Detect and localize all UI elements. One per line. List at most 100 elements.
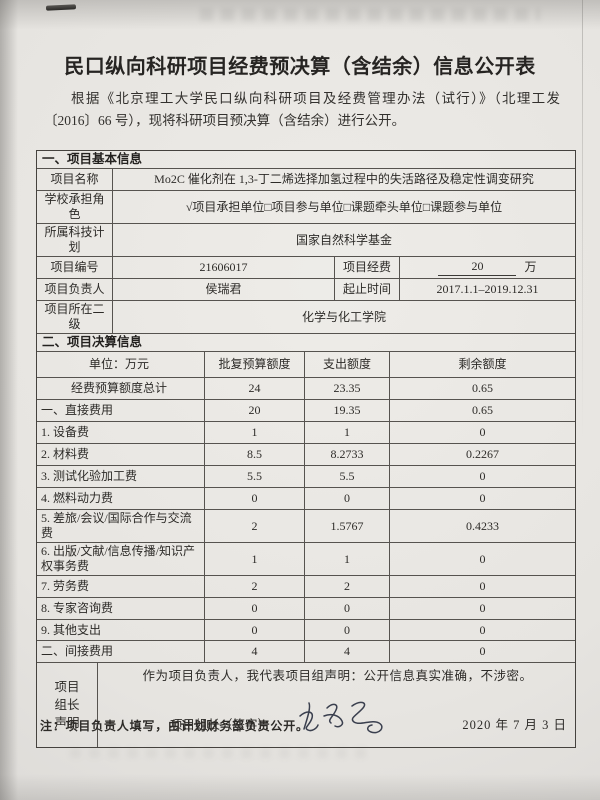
budget-spent: 4 — [305, 641, 390, 662]
budget-remaining: 0 — [479, 469, 486, 483]
funding-label: 项目经费 — [335, 257, 400, 278]
budget-row-direct: 一、直接费用 20 19.35 0.65 — [37, 400, 575, 422]
photo-left-shadow — [0, 0, 18, 800]
budget-row-label: 4. 燃料动力费 — [37, 488, 205, 509]
row-school-role: 学校承担角色 √项目承担单位□项目参与单位□课题牵头单位□课题参与单位 — [37, 191, 575, 224]
budget-row-consulting: 8. 专家咨询费 0 0 0 — [37, 598, 575, 620]
budget-row-label: 3. 测试化验加工费 — [37, 466, 205, 487]
budget-approved: 0 — [205, 620, 305, 640]
dept-value: 化学与化工学院 — [301, 309, 386, 324]
staple-mark — [45, 4, 77, 11]
budget-row-equipment: 1. 设备费 1 1 0 — [37, 422, 575, 444]
budget-approved: 1 — [205, 543, 305, 575]
budget-remaining: 0 — [479, 491, 486, 505]
budget-row-materials: 2. 材料费 8.5 8.2733 0.2267 — [37, 444, 575, 466]
project-name-label: 项目名称 — [37, 169, 113, 190]
budget-row-publication: 6. 出版/文献/信息传播/知识产权事务费 1 1 0 — [37, 543, 575, 576]
handwritten-signature — [294, 695, 398, 739]
row-department: 项目所在二级 化学与化工学院 — [37, 301, 575, 334]
budget-row-testing: 3. 测试化验加工费 5.5 5.5 0 — [37, 466, 575, 488]
duration-label: 起止时间 — [335, 279, 400, 300]
budget-spent: 19.35 — [305, 400, 390, 421]
budget-remaining: 0 — [479, 579, 486, 593]
budget-remaining: 0 — [479, 601, 486, 615]
budget-remaining: 0.65 — [472, 403, 493, 417]
section-basic-info-header: 一、项目基本信息 — [37, 151, 575, 169]
intro-paragraph: 根据《北京理工大学民口纵向科研项目及经费管理办法（试行）》（北理工发〔2016〕… — [44, 91, 560, 128]
budget-row-label: 一、直接费用 — [37, 400, 205, 421]
footnote: 注：项目负责人填写，由计划财务部负责公开。 — [40, 719, 309, 733]
declaration-side-label-cell: 项目组长声明 — [37, 663, 98, 747]
budget-row-label: 8. 专家咨询费 — [37, 598, 205, 619]
budget-col-remaining: 剩余额度 — [458, 357, 507, 371]
budget-row-labor: 7. 劳务费 2 2 0 — [37, 576, 575, 598]
budget-row-label: 7. 劳务费 — [37, 576, 205, 597]
budget-approved: 2 — [205, 576, 305, 597]
budget-col-approved: 批复预算额度 — [205, 352, 305, 377]
page-title: 民口纵向科研项目经费预决算（含结余）信息公开表 — [64, 56, 536, 78]
budget-approved: 4 — [205, 641, 305, 662]
budget-row-label: 二、间接费用 — [37, 641, 205, 662]
budget-row-travel: 5. 差旅/会议/国际合作与交流费 2 1.5767 0.4233 — [37, 510, 575, 543]
budget-row-label: 经费预算额度总计 — [37, 378, 205, 399]
budget-remaining: 0 — [479, 551, 486, 566]
funding-unit: 万 — [524, 260, 537, 274]
budget-spent: 0 — [305, 598, 390, 619]
project-no-label: 项目编号 — [37, 257, 113, 278]
budget-col-spent: 支出额度 — [305, 352, 390, 377]
budget-remaining: 0.4233 — [466, 518, 499, 533]
budget-spent: 23.35 — [305, 378, 390, 399]
bleed-through-artifact — [70, 748, 370, 758]
dept-label: 项目所在二级 — [37, 301, 113, 333]
budget-spent: 2 — [305, 576, 390, 597]
row-project-no: 项目编号 21606017 项目经费 20 万 — [37, 257, 575, 279]
budget-spent: 1 — [305, 543, 390, 575]
budget-remaining: 0.65 — [472, 381, 493, 395]
budget-spent: 1.5767 — [305, 510, 390, 542]
budget-row-label: 1. 设备费 — [37, 422, 205, 443]
budget-row-total: 经费预算额度总计 24 23.35 0.65 — [37, 378, 575, 400]
budget-spent: 8.2733 — [305, 444, 390, 465]
signature-ink-icon — [299, 701, 383, 734]
budget-remaining: 0 — [479, 644, 486, 658]
budget-row-other: 9. 其他支出 0 0 0 — [37, 620, 575, 641]
bleed-through-artifact — [200, 8, 540, 21]
pi-name: 侯瑞君 — [113, 279, 335, 300]
project-name-value: Mo2C 催化剂在 1,3-丁二烯选择加氢过程中的失活路径及稳定性调变研究 — [154, 172, 534, 186]
budget-spent: 5.5 — [305, 466, 390, 487]
row-principal-investigator: 项目负责人 侯瑞君 起止时间 2017.1.1–2019.12.31 — [37, 279, 575, 301]
funding-amount: 20 — [438, 259, 517, 276]
budget-approved: 8.5 — [205, 444, 305, 465]
budget-unit-header: 单位：万元 — [37, 352, 205, 377]
budget-remaining: 0 — [479, 425, 486, 439]
budget-row-label: 9. 其他支出 — [37, 620, 205, 640]
declaration-content: 作为项目负责人，我代表项目组声明：公开信息真实准确，不涉密。 项目组长（签字）：… — [98, 663, 575, 747]
project-no-value: 21606017 — [113, 257, 335, 278]
budget-spent: 1 — [305, 422, 390, 443]
budget-approved: 0 — [205, 488, 305, 509]
pi-label: 项目负责人 — [37, 279, 113, 300]
row-program: 所属科技计划 国家自然科学基金 — [37, 224, 575, 257]
photo-bottom-shadow — [0, 774, 600, 800]
section-budget-header: 二、项目决算信息 — [37, 334, 575, 352]
disclosure-form-table: 一、项目基本信息 项目名称 Mo2C 催化剂在 1,3-丁二烯选择加氢过程中的失… — [36, 150, 576, 748]
budget-remaining: 0.2267 — [466, 447, 499, 461]
budget-spent: 0 — [305, 488, 390, 509]
program-value: 国家自然科学基金 — [295, 232, 392, 247]
budget-row-label: 6. 出版/文献/信息传播/知识产权事务费 — [37, 543, 205, 575]
budget-row-label: 2. 材料费 — [37, 444, 205, 465]
underlying-page-edge — [582, 0, 583, 440]
budget-approved: 5.5 — [205, 466, 305, 487]
budget-spent: 0 — [305, 620, 390, 640]
school-role-label: 学校承担角色 — [37, 191, 113, 223]
budget-row-fuel: 4. 燃料动力费 0 0 0 — [37, 488, 575, 510]
budget-approved: 1 — [205, 422, 305, 443]
school-role-value: √项目承担单位□项目参与单位□课题牵头单位□课题参与单位 — [185, 199, 503, 214]
program-label: 所属科技计划 — [37, 224, 113, 256]
budget-remaining: 0 — [479, 622, 486, 637]
budget-approved: 0 — [205, 598, 305, 619]
declaration-statement: 作为项目负责人，我代表项目组声明：公开信息真实准确，不涉密。 — [142, 669, 533, 683]
signature-date: 2020 年 7 月 3 日 — [462, 718, 567, 732]
budget-approved: 20 — [205, 400, 305, 421]
